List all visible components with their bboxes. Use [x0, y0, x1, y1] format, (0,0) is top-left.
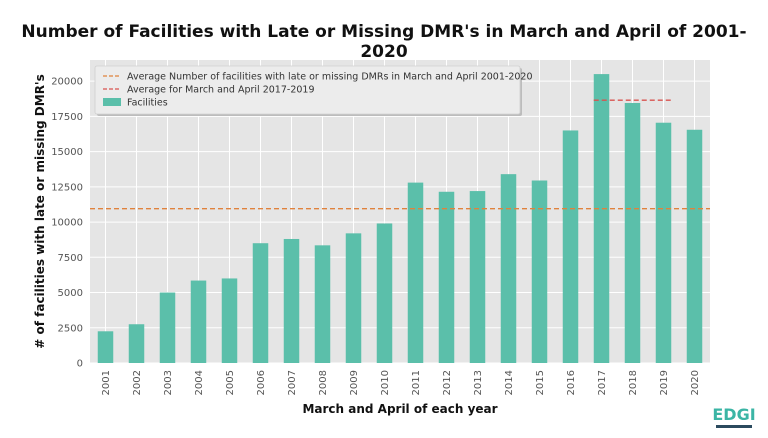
bar [531, 180, 548, 363]
y-tick-label: 15000 [51, 147, 83, 158]
bar [128, 324, 145, 363]
bar [97, 331, 114, 363]
bar [655, 122, 672, 363]
legend-swatch-bar [103, 98, 121, 106]
x-tick-label: 2018 [628, 370, 639, 395]
bar [438, 191, 455, 363]
y-tick-label: 10000 [51, 218, 83, 229]
chart-title: Number of Facilities with Late or Missin… [21, 22, 747, 62]
y-tick-label: 0 [77, 359, 83, 370]
bar [314, 245, 331, 363]
bar [190, 280, 207, 363]
legend-label: Average Number of facilities with late o… [127, 72, 533, 83]
bar [252, 243, 269, 363]
x-tick-label: 2011 [411, 370, 422, 395]
x-tick-label: 2010 [380, 370, 391, 395]
bar [593, 74, 610, 364]
x-axis-label: March and April of each year [302, 402, 497, 416]
x-tick-label: 2016 [566, 370, 577, 395]
x-tick-label: 2005 [225, 370, 236, 395]
x-tick-label: 2013 [473, 370, 484, 395]
bar [407, 182, 424, 363]
bar [686, 129, 703, 363]
bar [624, 102, 641, 364]
x-tick-label: 2009 [349, 370, 360, 395]
y-tick-label: 7500 [58, 253, 83, 264]
y-axis-label: # of facilities with late or missing DMR… [33, 74, 47, 349]
x-tick-label: 2008 [318, 370, 329, 395]
x-tick-label: 2002 [132, 370, 143, 395]
x-tick-label: 2001 [101, 370, 112, 395]
edgi-logo: EDGI [713, 405, 755, 428]
x-tick-label: 2007 [287, 370, 298, 395]
x-tick-label: 2003 [163, 370, 174, 395]
x-tick-label: 2012 [442, 370, 453, 395]
y-tick-label: 20000 [51, 77, 83, 88]
logo-underline [716, 425, 752, 428]
x-tick-label: 2017 [597, 370, 608, 395]
bar [221, 278, 238, 363]
legend-box [94, 65, 521, 115]
bar [562, 130, 579, 363]
logo-text: EDGI [713, 405, 755, 424]
y-tick-label: 5000 [58, 288, 83, 299]
bar [500, 174, 517, 363]
x-tick-label: 2019 [659, 370, 670, 395]
x-tick-label: 2015 [535, 370, 546, 395]
x-tick-label: 2004 [194, 370, 205, 395]
legend-label: Average for March and April 2017-2019 [127, 85, 315, 96]
y-tick-label: 12500 [51, 182, 83, 193]
bar [283, 238, 300, 363]
y-tick-label: 2500 [58, 323, 83, 334]
bar [345, 233, 362, 363]
x-tick-label: 2014 [504, 370, 515, 395]
y-tick-label: 17500 [51, 112, 83, 123]
x-tick-label: 2006 [256, 370, 267, 395]
bar [469, 191, 486, 363]
legend-label: Facilities [127, 98, 168, 109]
x-tick-label: 2020 [690, 370, 701, 395]
bar [159, 292, 176, 363]
bar [376, 223, 393, 363]
